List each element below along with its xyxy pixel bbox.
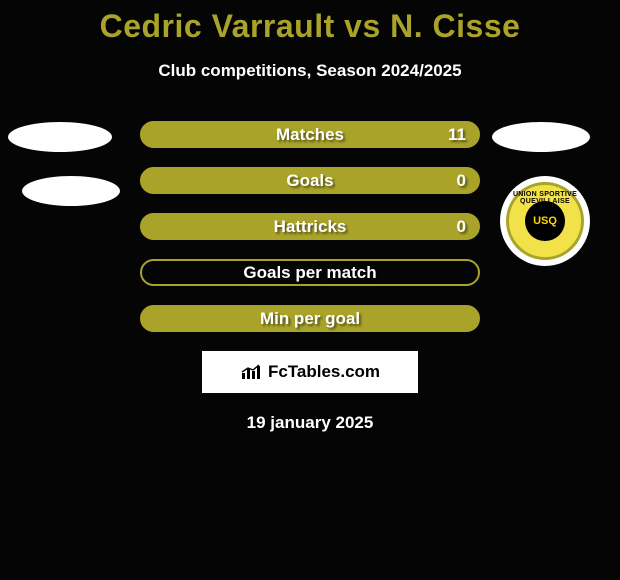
stat-label: Goals per match — [243, 263, 376, 283]
stat-value: 0 — [457, 217, 466, 237]
club-badge-center: USQ — [525, 201, 565, 241]
stat-row: Goals 0 — [140, 167, 480, 194]
stat-value: 11 — [448, 125, 466, 145]
club-badge-ring-text: UNION SPORTIVE QUEVILLAISE — [509, 191, 581, 205]
stat-row: Min per goal — [140, 305, 480, 332]
brand-text: FcTables.com — [268, 362, 380, 382]
stat-value: 0 — [457, 171, 466, 191]
left-ellipse-1 — [8, 122, 112, 152]
right-ellipse — [492, 122, 590, 152]
stat-label: Matches — [276, 125, 344, 145]
brand-chart-icon — [240, 363, 262, 381]
stat-bar: Matches 11 — [140, 121, 480, 148]
stat-row: Matches 11 — [140, 121, 480, 148]
stat-label: Hattricks — [274, 217, 347, 237]
stat-bar: Goals per match — [140, 259, 480, 286]
stat-row: Hattricks 0 — [140, 213, 480, 240]
page-subtitle: Club competitions, Season 2024/2025 — [0, 61, 620, 81]
stat-bar: Hattricks 0 — [140, 213, 480, 240]
stat-bar: Min per goal — [140, 305, 480, 332]
club-badge: UNION SPORTIVE QUEVILLAISE USQ — [500, 176, 590, 266]
stat-row: Goals per match — [140, 259, 480, 286]
page-title: Cedric Varrault vs N. Cisse — [0, 0, 620, 45]
stat-label: Goals — [286, 171, 333, 191]
stat-bar: Goals 0 — [140, 167, 480, 194]
stats-container: Matches 11 Goals 0 Hattricks 0 Goals per match… — [140, 121, 480, 332]
stat-label: Min per goal — [260, 309, 360, 329]
left-ellipse-2 — [22, 176, 120, 206]
date-label: 19 january 2025 — [0, 413, 620, 433]
brand-box: FcTables.com — [202, 351, 418, 393]
